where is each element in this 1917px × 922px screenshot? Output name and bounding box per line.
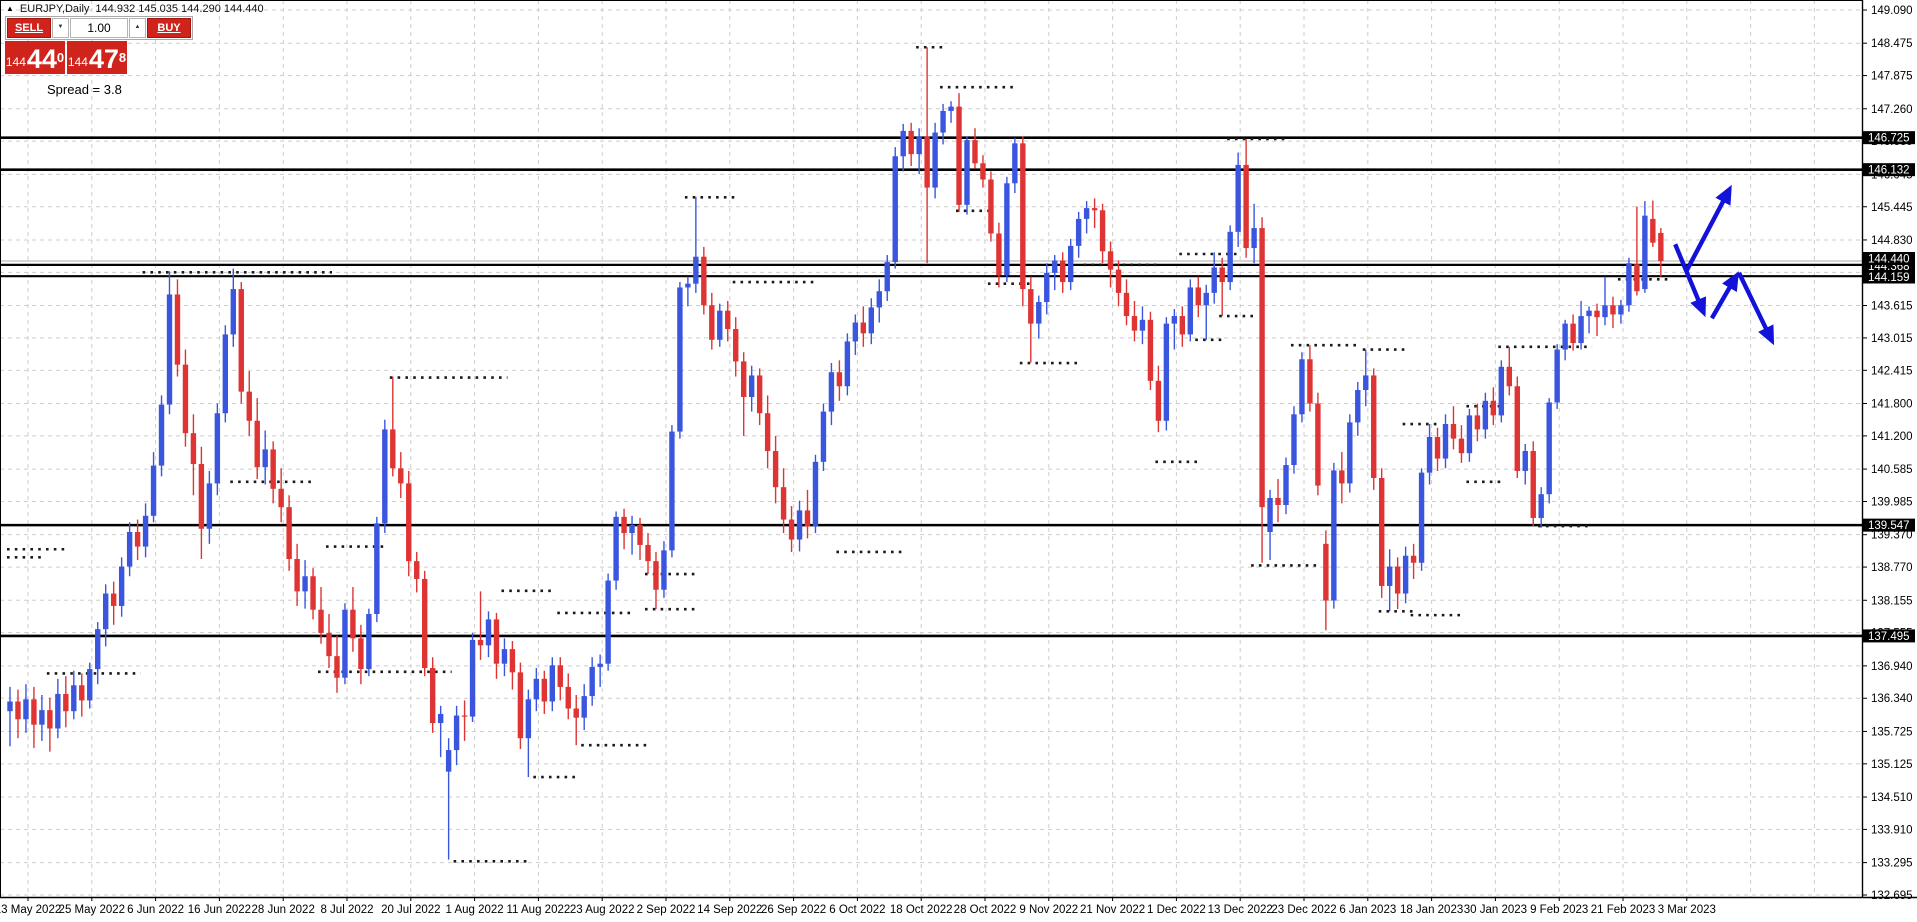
svg-text:139.985: 139.985 [1871,496,1913,508]
svg-text:141.800: 141.800 [1871,399,1913,411]
svg-text:135.125: 135.125 [1871,759,1913,771]
svg-text:6 Jun 2022: 6 Jun 2022 [127,904,184,916]
svg-text:6 Oct 2022: 6 Oct 2022 [829,904,885,916]
volume-input[interactable] [70,18,128,38]
fractal-dots-layer [7,45,1672,863]
buy-price-box[interactable]: 144 47 8 [67,41,127,74]
svg-text:1 Aug 2022: 1 Aug 2022 [445,904,503,916]
bid-main: 44 [26,44,57,74]
svg-text:23 Aug 2022: 23 Aug 2022 [570,904,635,916]
volume-increase-icon[interactable]: ▲ [129,18,146,38]
support-resistance-lines[interactable] [0,136,1862,638]
price-line-label-boxes: 146.725146.132144.368144.440144.159139.5… [1863,131,1915,643]
one-click-controls-row: SELL ▼ ▲ BUY [5,16,193,40]
bid-sup: 0 [56,50,65,65]
svg-text:26 Sep 2022: 26 Sep 2022 [761,904,826,916]
svg-text:13 Dec 2022: 13 Dec 2022 [1208,904,1273,916]
ask-sup: 8 [118,50,127,65]
price-axis-area[interactable] [1862,0,1917,922]
svg-text:14 Sep 2022: 14 Sep 2022 [697,904,762,916]
svg-text:147.875: 147.875 [1871,71,1913,83]
svg-text:136.340: 136.340 [1871,693,1913,705]
svg-text:135.725: 135.725 [1871,726,1913,738]
svg-text:21 Feb 2023: 21 Feb 2023 [1591,904,1656,916]
svg-text:141.200: 141.200 [1871,431,1913,443]
svg-text:30 Jan 2023: 30 Jan 2023 [1464,904,1527,916]
svg-text:13 May 2022: 13 May 2022 [0,904,61,916]
one-click-trading-panel: SELL ▼ ▲ BUY 144 44 0 144 47 8 Spread = … [5,16,193,97]
svg-text:142.415: 142.415 [1871,365,1913,377]
buy-button[interactable]: BUY [147,18,191,38]
spread-label: Spread = 3.8 [47,82,122,97]
svg-text:146.725: 146.725 [1868,133,1910,145]
ask-prefix: 144 [67,55,88,69]
svg-text:2 Sep 2022: 2 Sep 2022 [637,904,696,916]
svg-text:143.015: 143.015 [1871,333,1913,345]
svg-text:8 Jul 2022: 8 Jul 2022 [320,904,373,916]
chart-header: ▲ EURJPY,Daily 144.932 145.035 144.290 1… [6,3,264,15]
svg-text:139.547: 139.547 [1868,520,1910,532]
time-axis-area[interactable] [0,897,1917,922]
svg-text:144.440: 144.440 [1868,254,1910,266]
svg-text:140.585: 140.585 [1871,464,1913,476]
svg-text:138.155: 138.155 [1871,595,1913,607]
svg-text:1 Dec 2022: 1 Dec 2022 [1147,904,1206,916]
svg-text:136.940: 136.940 [1871,661,1913,673]
ask-main: 47 [88,44,119,74]
chart-symbol-period: EURJPY,Daily [19,3,90,15]
svg-text:9 Nov 2022: 9 Nov 2022 [1019,904,1078,916]
svg-text:11 Aug 2022: 11 Aug 2022 [507,904,571,916]
svg-text:132.695: 132.695 [1871,890,1913,902]
svg-text:144.159: 144.159 [1868,272,1910,284]
svg-text:133.295: 133.295 [1871,858,1913,870]
sell-price-box[interactable]: 144 44 0 [5,41,65,74]
svg-text:145.445: 145.445 [1871,202,1913,214]
svg-text:6 Jan 2023: 6 Jan 2023 [1339,904,1396,916]
svg-text:139.370: 139.370 [1871,530,1913,542]
svg-text:18 Oct 2022: 18 Oct 2022 [890,904,953,916]
svg-text:28 Jun 2022: 28 Jun 2022 [252,904,315,916]
trend-arrows[interactable] [1673,184,1775,346]
svg-text:148.475: 148.475 [1871,38,1913,50]
svg-text:143.615: 143.615 [1871,301,1913,313]
svg-text:146.132: 146.132 [1868,165,1910,177]
candles-layer [7,47,1664,860]
svg-text:28 Oct 2022: 28 Oct 2022 [954,904,1017,916]
svg-text:149.090: 149.090 [1871,5,1913,17]
svg-text:23 Dec 2022: 23 Dec 2022 [1271,904,1336,916]
svg-text:18 Jan 2023: 18 Jan 2023 [1400,904,1463,916]
volume-decrease-icon[interactable]: ▼ [52,18,69,38]
svg-text:134.510: 134.510 [1871,792,1913,804]
svg-text:3 Mar 2023: 3 Mar 2023 [1658,904,1716,916]
collapse-panel-icon[interactable]: ▲ [6,4,14,13]
bid-prefix: 144 [5,55,26,69]
svg-text:16 Jun 2022: 16 Jun 2022 [188,904,251,916]
svg-text:147.260: 147.260 [1871,104,1913,116]
one-click-price-row: 144 44 0 144 47 8 [5,41,193,74]
svg-text:25 May 2022: 25 May 2022 [59,904,126,916]
sell-button[interactable]: SELL [7,18,51,38]
svg-text:138.770: 138.770 [1871,562,1913,574]
chart-ohlc-values: 144.932 145.035 144.290 144.440 [95,3,264,15]
svg-text:9 Feb 2023: 9 Feb 2023 [1530,904,1588,916]
svg-text:20 Jul 2022: 20 Jul 2022 [381,904,440,916]
svg-text:137.495: 137.495 [1868,631,1910,643]
svg-text:133.910: 133.910 [1871,824,1913,836]
svg-text:21 Nov 2022: 21 Nov 2022 [1080,904,1145,916]
svg-text:144.830: 144.830 [1871,235,1913,247]
grid-layer [0,0,1862,897]
